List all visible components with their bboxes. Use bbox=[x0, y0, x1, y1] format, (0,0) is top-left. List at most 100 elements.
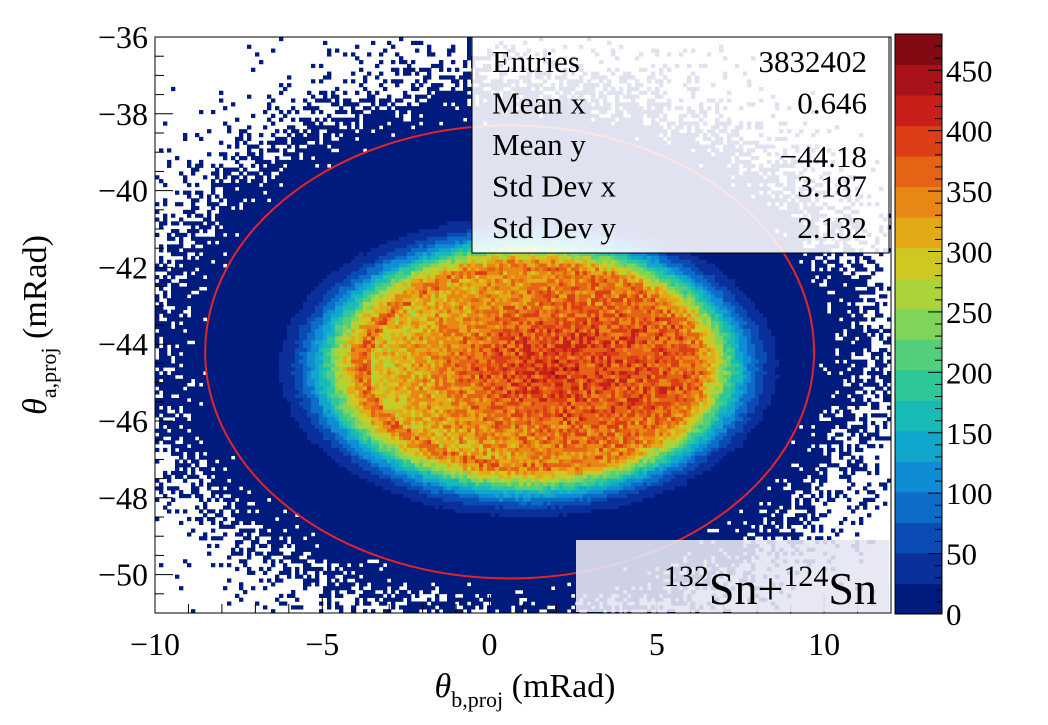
heatmap-cell bbox=[419, 141, 423, 145]
heatmap-cell bbox=[411, 129, 415, 133]
heatmap-cell bbox=[463, 191, 467, 195]
heatmap-cell bbox=[187, 229, 191, 233]
heatmap-cell bbox=[223, 194, 227, 198]
heatmap-cell bbox=[303, 129, 307, 133]
heatmap-cell bbox=[411, 110, 415, 114]
heatmap-cell bbox=[287, 179, 291, 183]
heatmap-cell bbox=[387, 221, 391, 225]
heatmap-cell bbox=[399, 183, 403, 187]
heatmap-cell bbox=[375, 179, 379, 183]
heatmap-cell bbox=[419, 171, 423, 175]
heatmap-cell bbox=[323, 125, 327, 129]
heatmap-cell bbox=[283, 233, 287, 237]
heatmap-cell bbox=[423, 102, 427, 106]
heatmap-cell bbox=[319, 160, 323, 164]
heatmap-cell bbox=[271, 187, 275, 191]
heatmap-cell bbox=[375, 152, 379, 156]
heatmap-cell bbox=[251, 152, 255, 156]
heatmap-cell bbox=[411, 183, 415, 187]
heatmap-cell bbox=[175, 233, 179, 237]
heatmap-cell bbox=[395, 133, 399, 137]
heatmap-cell bbox=[383, 137, 387, 141]
heatmap-cell bbox=[347, 214, 351, 218]
heatmap-cell bbox=[251, 68, 255, 72]
heatmap-cell bbox=[347, 187, 351, 191]
heatmap-cell bbox=[271, 179, 275, 183]
heatmap-cell bbox=[347, 125, 351, 129]
heatmap-cell bbox=[463, 187, 467, 191]
heatmap-cell bbox=[403, 229, 407, 233]
heatmap-cell bbox=[207, 152, 211, 156]
heatmap-cell bbox=[403, 121, 407, 125]
heatmap-cell bbox=[247, 202, 251, 206]
heatmap-cell bbox=[223, 106, 227, 110]
heatmap-cell bbox=[279, 187, 283, 191]
heatmap-cell bbox=[323, 229, 327, 233]
heatmap-cell bbox=[203, 229, 207, 233]
heatmap-cell bbox=[435, 95, 439, 99]
heatmap-cell bbox=[435, 141, 439, 145]
heatmap-cell bbox=[443, 164, 447, 168]
heatmap-cell bbox=[383, 114, 387, 118]
heatmap-cell bbox=[435, 164, 439, 168]
heatmap-cell bbox=[367, 225, 371, 229]
heatmap-cell bbox=[439, 156, 443, 160]
heatmap-cell bbox=[423, 137, 427, 141]
heatmap-cell bbox=[267, 233, 271, 237]
heatmap-cell bbox=[427, 210, 431, 214]
heatmap-cell bbox=[435, 171, 439, 175]
heatmap-cell bbox=[271, 98, 275, 102]
heatmap-cell bbox=[371, 110, 375, 114]
heatmap-cell bbox=[163, 198, 167, 202]
heatmap-cell bbox=[283, 191, 287, 195]
heatmap-cell bbox=[403, 72, 407, 76]
heatmap-cell bbox=[411, 148, 415, 152]
heatmap-cell bbox=[327, 152, 331, 156]
heatmap-cell bbox=[403, 110, 407, 114]
heatmap-cell bbox=[343, 225, 347, 229]
heatmap-cell bbox=[387, 206, 391, 210]
heatmap-cell bbox=[243, 179, 247, 183]
heatmap-cell bbox=[391, 225, 395, 229]
heatmap-cell bbox=[339, 171, 343, 175]
heatmap-cell bbox=[255, 175, 259, 179]
heatmap-cell bbox=[387, 148, 391, 152]
heatmap-cell bbox=[415, 164, 419, 168]
heatmap-cell bbox=[367, 137, 371, 141]
heatmap-cell bbox=[295, 152, 299, 156]
heatmap-cell bbox=[467, 133, 471, 137]
heatmap-cell bbox=[459, 210, 463, 214]
heatmap-cell bbox=[191, 202, 195, 206]
heatmap-cell bbox=[259, 194, 263, 198]
heatmap-cell bbox=[371, 121, 375, 125]
heatmap-cell bbox=[431, 83, 435, 87]
heatmap-cell bbox=[155, 210, 159, 214]
heatmap-cell bbox=[447, 141, 451, 145]
heatmap-cell bbox=[255, 210, 259, 214]
heatmap-cell bbox=[259, 229, 263, 233]
heatmap-cell bbox=[323, 194, 327, 198]
heatmap-cell bbox=[227, 198, 231, 202]
heatmap-cell bbox=[311, 129, 315, 133]
heatmap-cell bbox=[347, 129, 351, 133]
heatmap-cell bbox=[375, 171, 379, 175]
heatmap-cell bbox=[351, 133, 355, 137]
heatmap-cell bbox=[415, 72, 419, 76]
heatmap-cell bbox=[435, 125, 439, 129]
heatmap-cell bbox=[463, 72, 467, 76]
heatmap-cell bbox=[287, 233, 291, 237]
heatmap-cell bbox=[451, 79, 455, 83]
heatmap-cell bbox=[219, 179, 223, 183]
heatmap-cell bbox=[359, 98, 363, 102]
heatmap-cell bbox=[467, 229, 471, 233]
heatmap-cell bbox=[451, 133, 455, 137]
heatmap-cell bbox=[379, 133, 383, 137]
heatmap-cell bbox=[235, 198, 239, 202]
heatmap-cell bbox=[251, 214, 255, 218]
heatmap-cell bbox=[431, 210, 435, 214]
heatmap-cell bbox=[279, 191, 283, 195]
heatmap-cell bbox=[255, 156, 259, 160]
heatmap-cell bbox=[291, 214, 295, 218]
heatmap-cell bbox=[435, 198, 439, 202]
heatmap-cell bbox=[423, 179, 427, 183]
